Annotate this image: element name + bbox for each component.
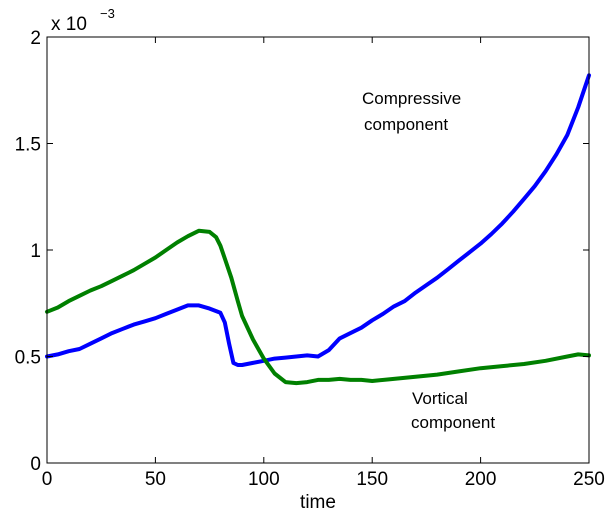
annotation-compressive-line1: Compressive (362, 89, 461, 108)
x-tick-label: 0 (42, 469, 53, 490)
annotation-compressive-line2: component (364, 115, 448, 134)
annotation-vortical: Vortical component (411, 389, 495, 432)
y-tick-label: 2 (30, 28, 41, 49)
series-layer (45, 73, 591, 386)
x-axis-title: time (300, 492, 336, 513)
y-exponent-power: −3 (100, 6, 115, 21)
y-exponent-prefix: x 10 (51, 14, 87, 35)
annotation-vortical-line2: component (411, 413, 495, 432)
x-tick-label: 100 (248, 469, 280, 490)
y-tick-label: 0.5 (15, 348, 41, 369)
plot-area (47, 37, 589, 463)
annotation-compressive: Compressive component (362, 89, 461, 134)
series-line-0 (45, 73, 591, 367)
y-tick-label: 0 (30, 454, 41, 475)
x-tick-label: 150 (356, 469, 388, 490)
ticks-layer: 0 50 100 150 200 250 0 0.5 1 1.5 2 (15, 28, 605, 490)
annotation-vortical-line1: Vortical (412, 389, 468, 408)
series-line-1 (45, 228, 591, 386)
x-tick-label: 50 (145, 469, 166, 490)
x-tick-label: 250 (573, 469, 605, 490)
x-tick-label: 200 (465, 469, 497, 490)
y-tick-label: 1.5 (15, 135, 41, 156)
y-tick-label: 1 (30, 241, 41, 262)
y-exponent-label: x 10 −3 (51, 6, 115, 35)
